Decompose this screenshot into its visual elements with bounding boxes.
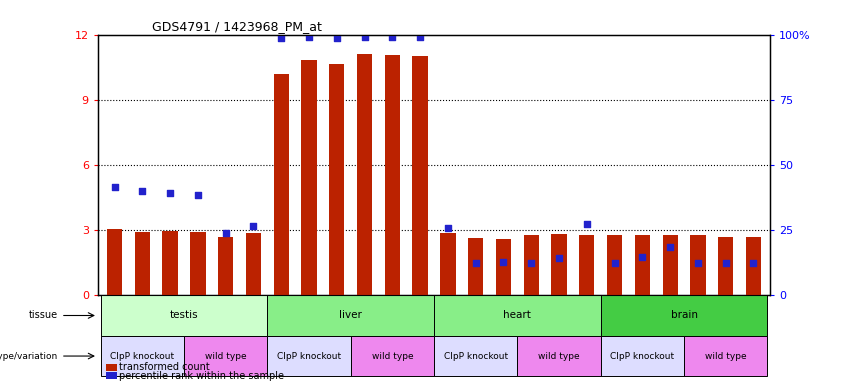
Bar (218, 237, 233, 295)
Bar (357, 54, 372, 295)
Bar (718, 237, 734, 295)
Point (441, 225, 454, 231)
Point (663, 244, 677, 250)
Bar (690, 235, 705, 295)
Bar (191, 232, 205, 295)
Text: wild type: wild type (372, 351, 413, 361)
Point (524, 260, 538, 266)
Point (608, 260, 621, 266)
Bar (517, 336, 601, 376)
Point (219, 230, 232, 237)
Text: testis: testis (169, 311, 198, 321)
Bar (607, 235, 622, 295)
Point (108, 184, 122, 190)
Text: brain: brain (671, 311, 698, 321)
Text: wild type: wild type (538, 351, 580, 361)
Text: wild type: wild type (705, 351, 746, 361)
Text: ClpP knockout: ClpP knockout (443, 351, 508, 361)
Bar (385, 55, 400, 295)
Text: genotype/variation: genotype/variation (0, 351, 58, 361)
Bar (523, 235, 539, 295)
Point (357, 34, 371, 40)
Bar (273, 74, 288, 295)
Bar (468, 238, 483, 295)
Point (719, 260, 733, 266)
Bar (601, 295, 768, 336)
Text: wild type: wild type (205, 351, 247, 361)
Text: ClpP knockout: ClpP knockout (111, 351, 174, 361)
Bar (434, 295, 601, 336)
Bar (163, 231, 178, 295)
Bar (267, 336, 351, 376)
Text: ClpP knockout: ClpP knockout (277, 351, 341, 361)
Bar (107, 229, 123, 295)
Point (552, 255, 566, 262)
Point (691, 260, 705, 266)
Bar (301, 60, 317, 295)
Point (580, 220, 594, 227)
Point (274, 35, 288, 41)
Bar (100, 295, 267, 336)
Bar (663, 235, 677, 295)
Text: tissue: tissue (28, 311, 58, 321)
Point (636, 254, 649, 260)
Bar (267, 295, 434, 336)
Bar (434, 336, 517, 376)
Bar (440, 233, 455, 295)
Bar (551, 234, 567, 295)
Bar (580, 235, 595, 295)
Bar (246, 233, 261, 295)
Point (302, 34, 316, 40)
Point (746, 260, 760, 266)
Bar (745, 237, 761, 295)
Text: GDS4791 / 1423968_PM_at: GDS4791 / 1423968_PM_at (151, 20, 322, 33)
Bar (329, 64, 345, 295)
Bar (496, 239, 511, 295)
Text: ClpP knockout: ClpP knockout (610, 351, 675, 361)
Bar (413, 56, 428, 295)
Text: liver: liver (340, 311, 363, 321)
Text: heart: heart (504, 311, 531, 321)
Bar (184, 336, 267, 376)
Text: transformed count: transformed count (119, 362, 210, 372)
Point (386, 34, 399, 40)
Bar (635, 235, 650, 295)
Bar (601, 336, 684, 376)
Point (191, 192, 205, 199)
Point (247, 223, 260, 229)
Bar (351, 336, 434, 376)
Point (135, 188, 149, 194)
Point (497, 258, 511, 265)
Point (330, 35, 344, 41)
Text: percentile rank within the sample: percentile rank within the sample (119, 371, 284, 381)
Point (163, 190, 177, 196)
Point (469, 260, 483, 266)
Bar (100, 336, 184, 376)
Bar (684, 336, 768, 376)
Bar (134, 232, 150, 295)
Point (414, 34, 427, 40)
